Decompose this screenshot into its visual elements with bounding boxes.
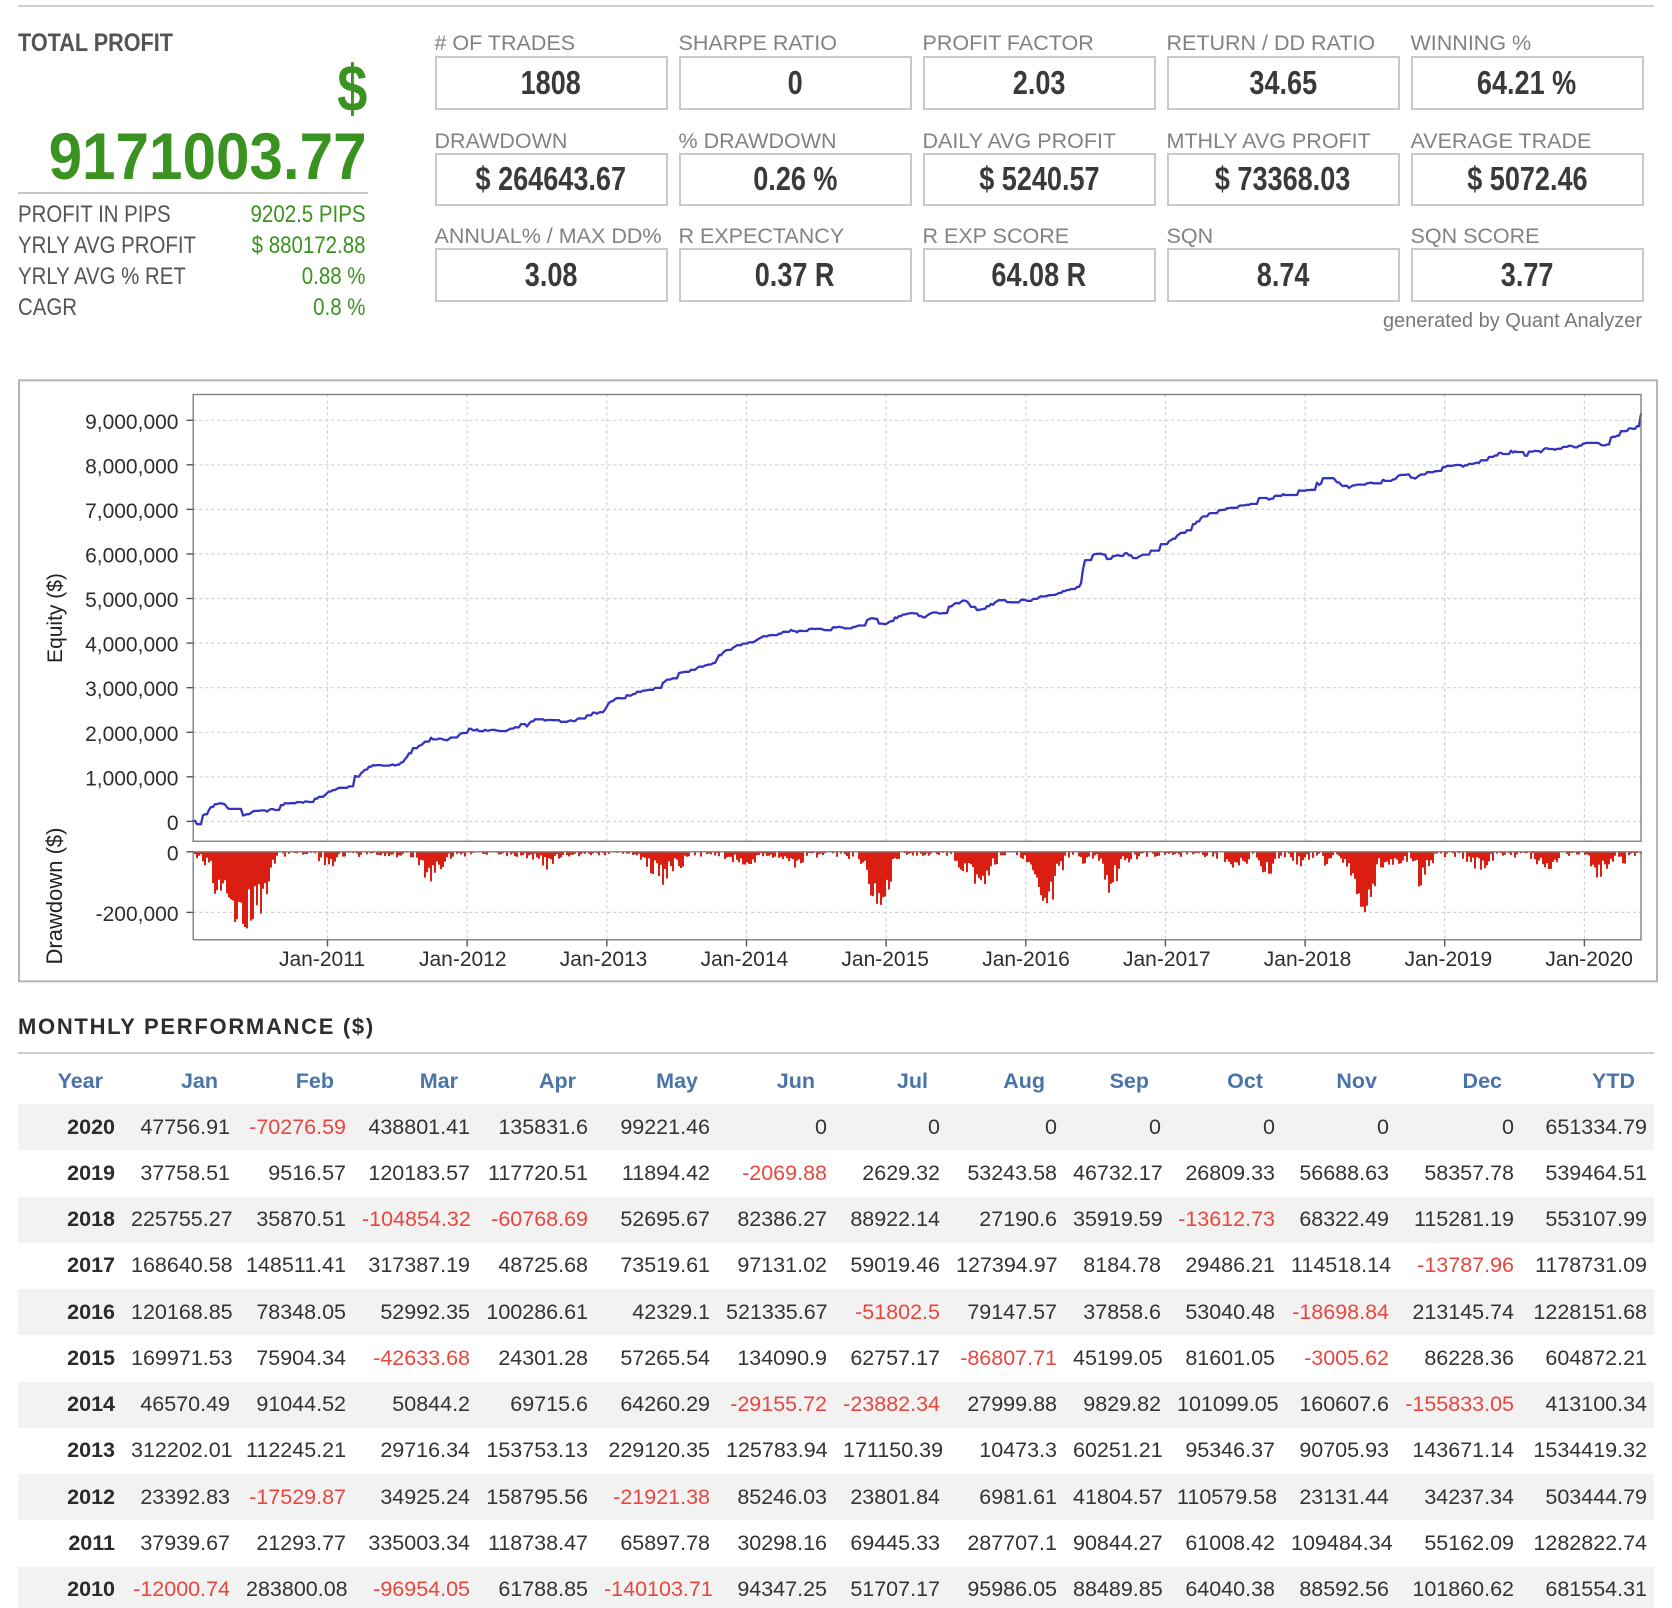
svg-text:Equity ($): Equity ($) — [44, 573, 67, 663]
svg-text:3,000,000: 3,000,000 — [85, 678, 178, 701]
svg-text:Drawdown ($): Drawdown ($) — [42, 828, 67, 965]
svg-text:Jan-2018: Jan-2018 — [1264, 948, 1352, 971]
svg-text:Jan-2019: Jan-2019 — [1405, 948, 1493, 971]
svg-text:Jan-2015: Jan-2015 — [841, 948, 929, 971]
svg-text:4,000,000: 4,000,000 — [85, 634, 178, 657]
svg-text:Jan-2014: Jan-2014 — [701, 948, 789, 971]
svg-text:Jan-2012: Jan-2012 — [419, 948, 507, 971]
svg-text:8,000,000: 8,000,000 — [85, 455, 178, 478]
svg-text:Jan-2016: Jan-2016 — [982, 948, 1070, 971]
svg-text:1,000,000: 1,000,000 — [85, 767, 178, 790]
svg-text:-200,000: -200,000 — [96, 903, 179, 926]
svg-text:Jan-2013: Jan-2013 — [560, 948, 648, 971]
svg-text:Jan-2020: Jan-2020 — [1545, 948, 1633, 971]
svg-text:2,000,000: 2,000,000 — [85, 723, 178, 746]
svg-text:9,000,000: 9,000,000 — [85, 411, 178, 434]
svg-text:Jan-2017: Jan-2017 — [1123, 948, 1211, 971]
svg-text:5,000,000: 5,000,000 — [85, 589, 178, 612]
svg-text:Jan-2011: Jan-2011 — [279, 948, 365, 971]
svg-text:7,000,000: 7,000,000 — [85, 500, 178, 523]
svg-text:0: 0 — [167, 842, 179, 865]
svg-text:6,000,000: 6,000,000 — [85, 545, 178, 568]
svg-text:0: 0 — [167, 812, 179, 835]
